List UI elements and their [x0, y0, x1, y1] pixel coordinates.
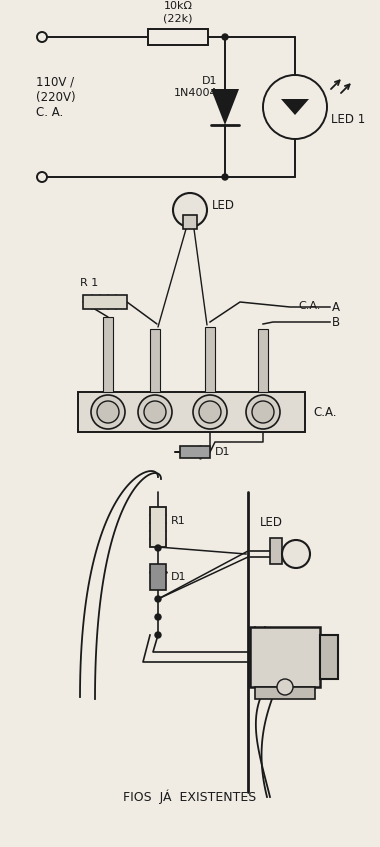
Circle shape	[193, 395, 227, 429]
Bar	[205, 327, 215, 392]
Text: LED 1: LED 1	[331, 113, 365, 125]
Circle shape	[138, 395, 172, 429]
Bar	[150, 564, 166, 590]
Bar	[150, 507, 166, 547]
Bar	[148, 29, 208, 45]
Bar	[150, 329, 160, 392]
Bar	[83, 295, 127, 309]
Text: LED: LED	[260, 516, 283, 529]
Circle shape	[91, 395, 125, 429]
Circle shape	[277, 679, 293, 695]
Circle shape	[252, 401, 274, 423]
Circle shape	[155, 632, 161, 638]
Bar	[258, 329, 268, 392]
Bar	[250, 627, 320, 687]
Bar	[103, 317, 113, 392]
Text: B: B	[332, 315, 340, 329]
Text: D1
1N4004: D1 1N4004	[173, 76, 217, 97]
Circle shape	[155, 545, 161, 551]
Circle shape	[144, 401, 166, 423]
Circle shape	[246, 395, 280, 429]
Text: FIOS  JÁ  EXISTENTES: FIOS JÁ EXISTENTES	[124, 789, 256, 805]
Bar	[78, 392, 305, 432]
Text: R 1: R 1	[80, 278, 98, 288]
Text: R1: R1	[171, 516, 186, 526]
Circle shape	[37, 32, 47, 42]
Text: D1: D1	[215, 447, 231, 457]
Circle shape	[199, 401, 221, 423]
Circle shape	[97, 401, 119, 423]
Bar	[180, 446, 210, 458]
Text: C.A.: C.A.	[313, 406, 337, 418]
Circle shape	[222, 34, 228, 40]
Polygon shape	[211, 89, 239, 125]
Circle shape	[155, 596, 161, 602]
Circle shape	[222, 174, 228, 180]
Circle shape	[263, 75, 327, 139]
Polygon shape	[281, 99, 309, 115]
Text: A: A	[332, 301, 340, 313]
Text: LED: LED	[212, 198, 235, 212]
Text: C.A.: C.A.	[299, 301, 321, 311]
Circle shape	[37, 172, 47, 182]
Circle shape	[173, 193, 207, 227]
Circle shape	[155, 614, 161, 620]
Text: R 1
10kΩ
(22k): R 1 10kΩ (22k)	[163, 0, 193, 23]
Text: 110V /
(220V)
C. A.: 110V / (220V) C. A.	[36, 75, 76, 119]
Bar	[255, 687, 315, 699]
Bar	[183, 215, 197, 229]
Bar	[320, 635, 338, 679]
Bar	[270, 538, 282, 564]
Circle shape	[282, 540, 310, 568]
Text: D1: D1	[171, 572, 187, 582]
